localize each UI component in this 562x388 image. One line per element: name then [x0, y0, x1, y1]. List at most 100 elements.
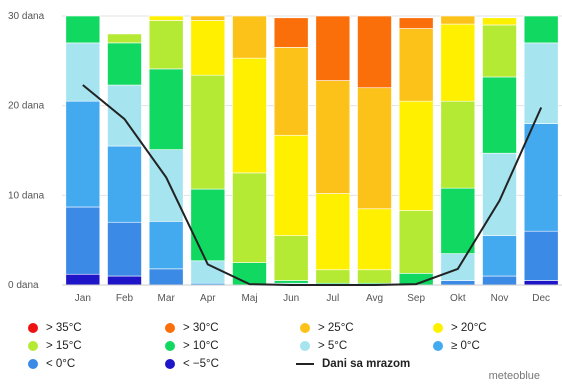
bar-segment — [315, 80, 351, 194]
x-tick-label: Maj — [241, 293, 257, 304]
bar-segment — [107, 275, 142, 286]
bar-segment — [315, 269, 351, 284]
credit-text: meteoblue — [488, 370, 540, 382]
legend-label: Dani sa mrazom — [322, 358, 411, 370]
legend-label: > 30°C — [183, 322, 219, 334]
bars — [65, 15, 559, 286]
bar-segment — [107, 145, 142, 223]
legend-item: > 20°C — [433, 322, 487, 334]
legend-item: < −5°C — [165, 358, 219, 370]
bar-segment — [190, 188, 226, 262]
bar-segment — [482, 275, 517, 286]
bar-segment — [190, 15, 226, 21]
bar-segment — [65, 15, 101, 44]
bar-segment — [65, 100, 101, 208]
y-tick-label: 20 dana — [8, 101, 45, 112]
x-tick-label: Feb — [116, 293, 134, 304]
legend-item: ≥ 0°C — [433, 340, 480, 352]
legend-swatch-icon — [433, 323, 443, 333]
legend-swatch-icon — [433, 341, 443, 351]
legend-swatch-icon — [300, 323, 310, 333]
bar-segment — [357, 208, 392, 271]
legend-item: < 0°C — [28, 358, 75, 370]
legend-swatch-icon — [165, 359, 175, 369]
bar-segment — [107, 42, 142, 86]
bar-segment — [148, 20, 184, 70]
bar-segment — [357, 15, 392, 89]
bar-segment — [273, 17, 309, 48]
x-tick-label: Apr — [200, 293, 216, 304]
x-tick-label: Okt — [450, 293, 466, 304]
x-tick-label: Jun — [283, 293, 299, 304]
bar-segment — [482, 24, 517, 78]
legend-swatch-icon — [165, 323, 175, 333]
bar-segment — [190, 20, 226, 76]
x-axis: Jan Feb Mar Apr Maj Jun Jul Avg Sep Okt Nov Dec — [62, 284, 562, 304]
bar-segment — [315, 193, 351, 271]
bar-segment — [65, 273, 101, 286]
bar-segment — [398, 28, 434, 102]
x-tick-label: Jul — [326, 293, 339, 304]
bar-segment — [398, 17, 434, 29]
bar-segment — [523, 230, 559, 281]
legend-item: > 10°C — [165, 340, 219, 352]
bar-segment — [440, 280, 476, 286]
legend-label: ≥ 0°C — [451, 340, 480, 352]
bar-segment — [190, 74, 226, 190]
frost-days-line — [82, 84, 543, 286]
bar-segment — [440, 100, 476, 189]
legend-label: > 15°C — [46, 340, 82, 352]
y-tick-label: 0 dana — [8, 280, 39, 291]
bar-segment — [523, 42, 559, 124]
bar-segment — [148, 15, 184, 21]
x-tick-label: Avg — [366, 293, 383, 304]
legend-swatch-icon — [28, 323, 38, 333]
bar-segment — [440, 23, 476, 102]
stacked-bar-chart: 0 dana 10 dana 20 dana 30 dana Jan Feb Mar Apr… — [8, 11, 562, 304]
x-tick-label: Mar — [158, 293, 176, 304]
legend-label: > 5°C — [318, 340, 348, 352]
bar-segment — [482, 152, 517, 236]
bar-segment — [107, 221, 142, 277]
x-tick-label: Sep — [407, 293, 425, 304]
legend-item: > 30°C — [165, 322, 219, 334]
x-tick-label: Nov — [491, 293, 509, 304]
bar-segment — [148, 268, 184, 286]
bar-segment — [107, 33, 142, 44]
x-tick-label: Jan — [75, 293, 91, 304]
bar-segment — [232, 15, 267, 59]
bar-segment — [482, 76, 517, 154]
bar-segment — [315, 15, 351, 81]
bar-segment — [482, 235, 517, 277]
bar-segment — [398, 100, 434, 211]
bar-segment — [273, 47, 309, 136]
legend-item: Dani sa mrazom — [296, 358, 410, 370]
bar-segment — [232, 262, 267, 286]
bar-segment — [65, 206, 101, 275]
legend-item: > 15°C — [28, 340, 82, 352]
legend-swatch-icon — [165, 341, 175, 351]
bar-segment — [232, 57, 267, 174]
bar-segment — [440, 15, 476, 25]
y-tick-label: 30 dana — [8, 11, 45, 22]
legend-swatch-icon — [28, 359, 38, 369]
legend-item: > 35°C — [28, 322, 82, 334]
y-tick-label: 10 dana — [8, 190, 45, 201]
legend-item: > 5°C — [300, 340, 347, 352]
legend-label: > 10°C — [183, 340, 219, 352]
bar-segment — [523, 123, 559, 232]
bar-segment — [357, 87, 392, 210]
bar-segment — [148, 68, 184, 150]
bar-segment — [273, 280, 309, 284]
bar-segment — [523, 280, 559, 286]
legend-swatch-icon — [300, 341, 310, 351]
legend-label: > 25°C — [318, 322, 354, 334]
legend-label: < 0°C — [46, 358, 76, 370]
bar-segment — [232, 172, 267, 263]
bar-segment — [273, 134, 309, 236]
x-tick-label: Dec — [532, 293, 550, 304]
bar-segment — [65, 42, 101, 102]
y-axis: 0 dana 10 dana 20 dana 30 dana — [8, 11, 45, 291]
legend-label: > 35°C — [46, 322, 82, 334]
bar-segment — [398, 210, 434, 274]
